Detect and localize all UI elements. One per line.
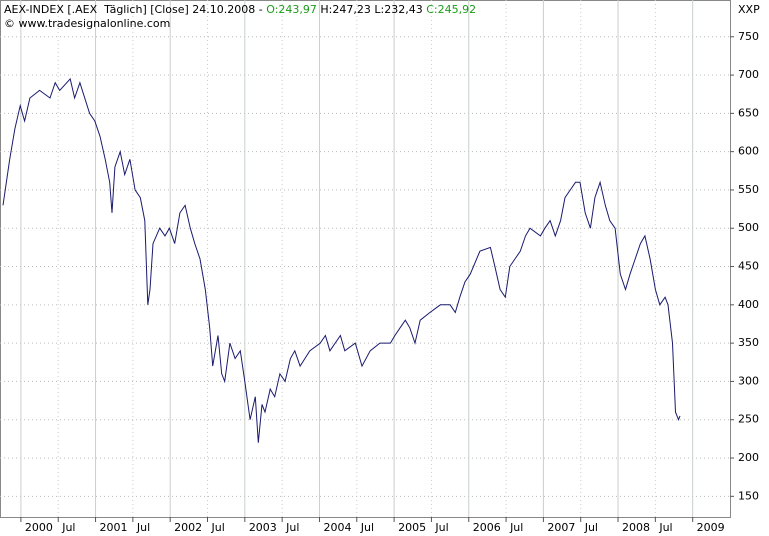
y-tick-label: 750 (738, 30, 759, 43)
open-label: O:243,97 (266, 3, 317, 16)
x-tick-label: Jul (285, 521, 299, 534)
high-low-label: H:247,23 L:232,43 (320, 3, 423, 16)
header: AEX-INDEX [.AEX Täglich] [Close] 24.10.2… (4, 3, 476, 31)
x-tick-label: 2005 (398, 521, 426, 534)
y-tick-label: 650 (738, 106, 759, 119)
x-tick-label: 2001 (100, 521, 128, 534)
y-tick-label: 200 (738, 451, 759, 464)
y-tick-label: 150 (738, 489, 759, 502)
x-tick-label: Jul (509, 521, 523, 534)
y-axis-label: XXP (738, 3, 760, 16)
plot-area (0, 0, 731, 518)
x-tick-label: 2006 (473, 521, 501, 534)
x-tick-label: 2008 (622, 521, 650, 534)
x-tick-label: 2009 (697, 521, 725, 534)
price-line (2, 77, 681, 443)
chart-title: AEX-INDEX [.AEX Täglich] [Close] 24.10.2… (4, 3, 263, 16)
y-tick-label: 550 (738, 183, 759, 196)
y-tick-label: 250 (738, 413, 759, 426)
x-tick-label: Jul (136, 521, 150, 534)
y-tick-label: 500 (738, 221, 759, 234)
y-tick-label: 300 (738, 374, 759, 387)
x-tick-label: Jul (360, 521, 374, 534)
x-tick-label: 2002 (174, 521, 202, 534)
y-tick-label: 350 (738, 336, 759, 349)
x-tick-label: 2000 (25, 521, 53, 534)
y-tick-label: 400 (738, 298, 759, 311)
x-tick-label: Jul (658, 521, 672, 534)
x-tick-label: 2007 (547, 521, 575, 534)
x-tick-label: Jul (211, 521, 225, 534)
subtitle: © www.tradesignalonline.com (4, 17, 171, 30)
x-tick-label: Jul (61, 521, 75, 534)
y-tick-label: 700 (738, 68, 759, 81)
close-label: C:245,92 (426, 3, 477, 16)
y-tick-label: 600 (738, 145, 759, 158)
x-tick-label: 2004 (323, 521, 351, 534)
x-tick-label: Jul (434, 521, 448, 534)
y-tick-label: 450 (738, 260, 759, 273)
x-tick-label: Jul (584, 521, 598, 534)
x-tick-label: 2003 (249, 521, 277, 534)
